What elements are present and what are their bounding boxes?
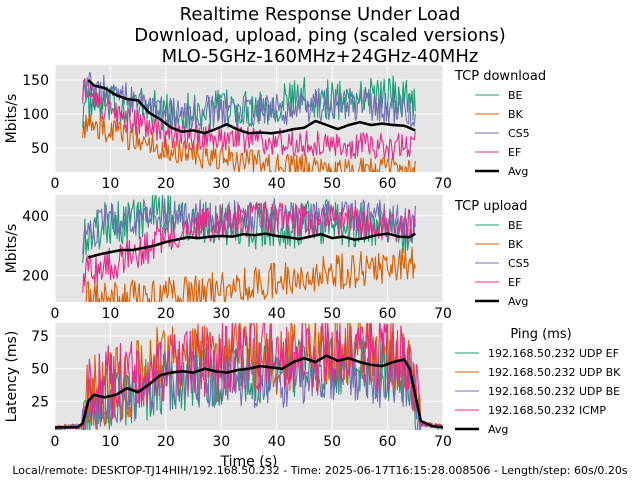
x-tick-label: 40 (268, 434, 286, 450)
legend-entry: BE (508, 219, 523, 232)
series-line-ef (82, 201, 416, 293)
legend-entry: CS5 (508, 127, 530, 140)
legend-title: Ping (ms) (510, 327, 571, 342)
x-tick-label: 40 (268, 176, 286, 192)
y-tick-label: 400 (22, 209, 49, 225)
y-axis-label: Latency (ms) (4, 331, 20, 423)
footer-info: Local/remote: DESKTOP-TJ14HIH/192.168.50… (12, 464, 628, 477)
x-tick-label: 20 (157, 306, 175, 322)
series-line-cs5 (82, 197, 416, 255)
legend-entry: BK (508, 108, 524, 121)
x-tick-label: 0 (51, 434, 60, 450)
x-tick-label: 10 (102, 434, 120, 450)
x-tick-label: 70 (434, 176, 452, 192)
series-line-192-168-50-232-icmp (55, 323, 443, 430)
legend-entry: Avg (488, 423, 508, 436)
x-tick-label: 60 (379, 306, 397, 322)
chart-title-line-2: Download, upload, ping (scaled versions) (134, 25, 506, 46)
series-line-avg (55, 354, 443, 429)
legend-entry: EF (508, 146, 521, 159)
x-axis-label: Time (s) (220, 454, 278, 470)
y-tick-label: 75 (31, 329, 49, 345)
y-tick-label: 100 (22, 107, 49, 123)
legend-entry: BK (508, 238, 524, 251)
legend-entry: 192.168.50.232 UDP BK (488, 366, 621, 379)
legend-entry: EF (508, 276, 521, 289)
legend-entry: Avg (508, 165, 528, 178)
series-line-ef (82, 78, 416, 161)
y-tick-label: 200 (22, 268, 49, 284)
y-tick-label: 25 (31, 394, 49, 410)
legend-entry: 192.168.50.232 UDP BE (488, 385, 620, 398)
series-group (82, 195, 416, 302)
x-tick-label: 50 (323, 434, 341, 450)
legend-entry: Avg (508, 295, 528, 308)
chart-title-line-3: MLO-5GHz-160MHz+24GHz-40MHz (162, 46, 479, 67)
x-tick-label: 20 (157, 176, 175, 192)
x-tick-label: 70 (434, 306, 452, 322)
legend-entry: CS5 (508, 257, 530, 270)
legend: TCP upload BE BK CS5 EF Avg (454, 199, 530, 308)
x-tick-label: 30 (212, 306, 230, 322)
x-tick-label: 60 (379, 176, 397, 192)
x-tick-label: 20 (157, 434, 175, 450)
panel-3: 0 10 20 30 40 50 60 70 25 50 75 Latency (ms) Time (s… (4, 323, 621, 470)
series-group (82, 72, 416, 172)
x-tick-label: 10 (102, 306, 120, 322)
legend-entry: BE (508, 89, 523, 102)
series-line-bk (82, 114, 416, 172)
x-tick-label: 50 (323, 306, 341, 322)
legend-title: TCP upload (454, 199, 528, 214)
x-tick-label: 30 (212, 176, 230, 192)
x-tick-label: 0 (51, 306, 60, 322)
x-tick-label: 40 (268, 306, 286, 322)
y-tick-label: 150 (22, 73, 49, 89)
y-axis-label: Mbits/s (4, 94, 20, 144)
legend-entry: 192.168.50.232 UDP EF (488, 347, 619, 360)
legend: Ping (ms) 192.168.50.232 UDP EF 192.168.50… (455, 327, 621, 436)
legend-title: TCP download (454, 69, 546, 84)
series-line-be (82, 75, 416, 134)
chart-title-line-1: Realtime Response Under Load (180, 4, 461, 25)
x-tick-label: 0 (51, 176, 60, 192)
y-axis-label: Mbits/s (4, 224, 20, 274)
x-tick-label: 60 (379, 434, 397, 450)
legend: TCP download BE BK CS5 EF Avg (454, 69, 546, 178)
legend-entry: 192.168.50.232 ICMP (488, 404, 606, 417)
x-tick-label: 10 (102, 176, 120, 192)
series-group (55, 323, 443, 430)
x-tick-label: 50 (323, 176, 341, 192)
series-line-avg (87, 232, 416, 259)
y-tick-label: 50 (31, 141, 49, 157)
y-tick-label: 50 (31, 362, 49, 378)
x-tick-label: 70 (434, 434, 452, 450)
series-line-bk (85, 246, 416, 302)
series-line-avg (87, 79, 416, 135)
x-tick-label: 30 (212, 434, 230, 450)
